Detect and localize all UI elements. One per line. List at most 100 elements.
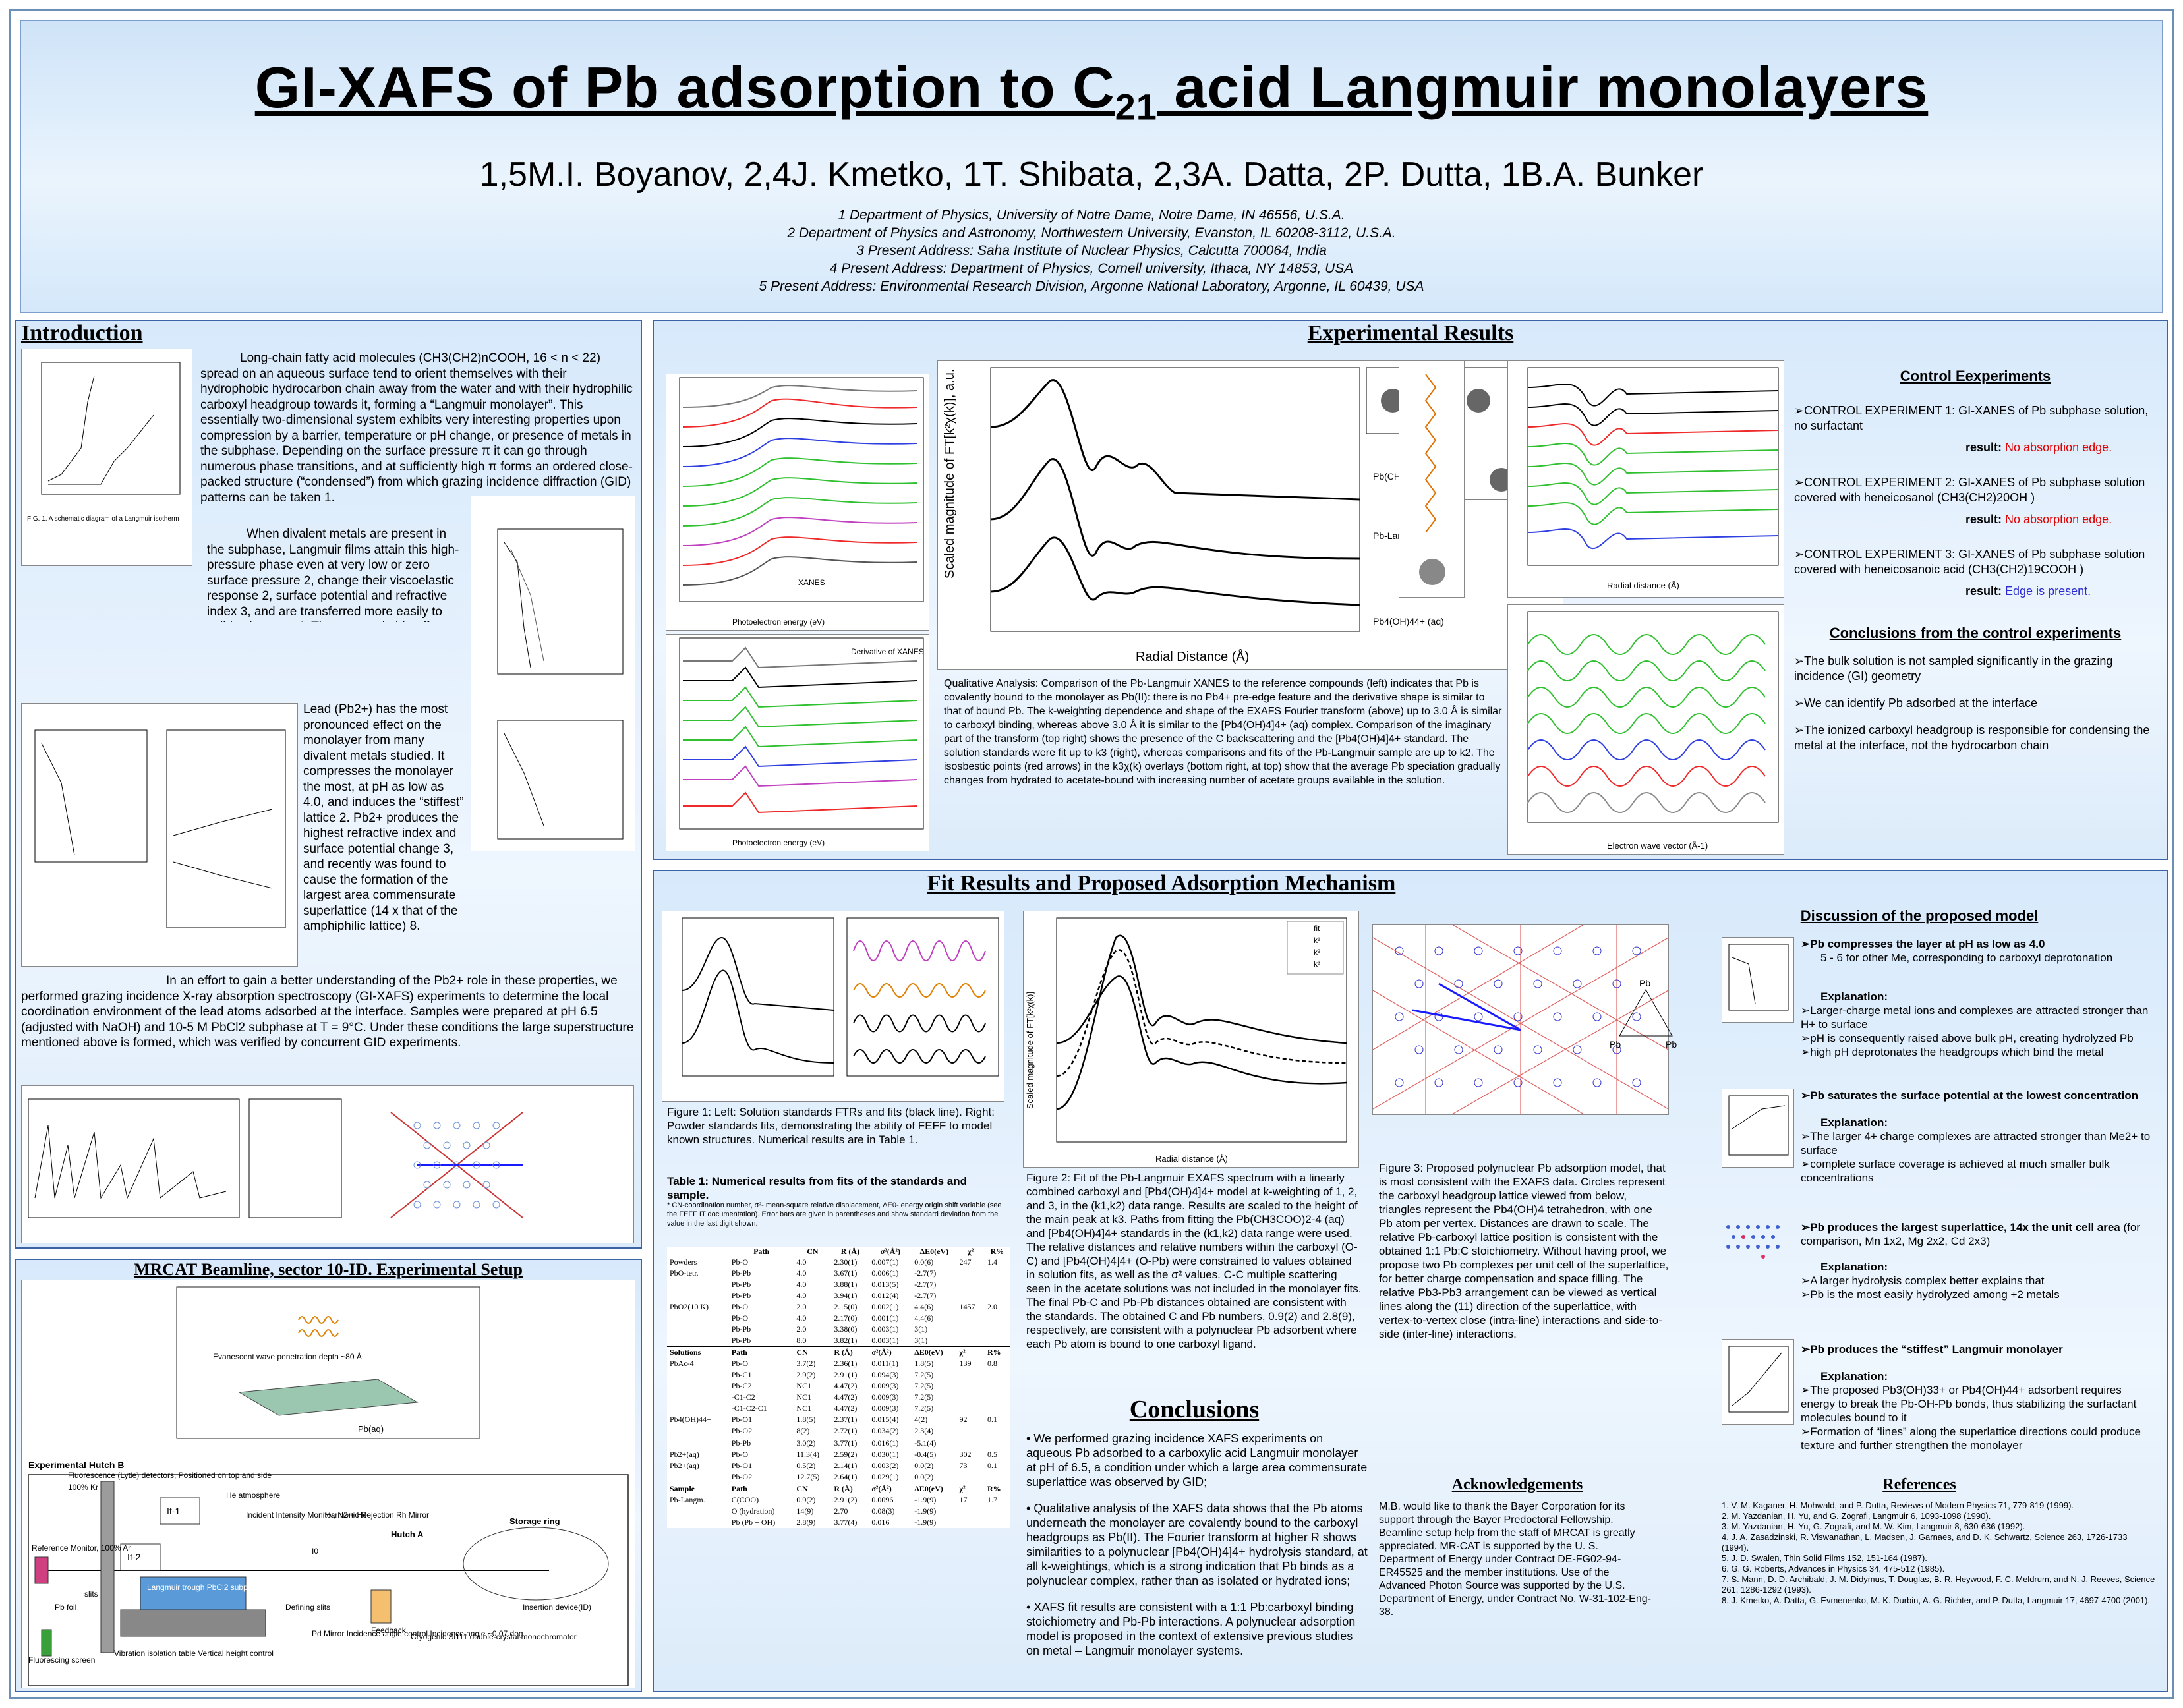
- control-3: ➢CONTROL EXPERIMENT 3: GI-XANES of Pb su…: [1794, 548, 2145, 576]
- discussion-section: Discussion of the proposed model: [1682, 907, 2157, 931]
- control-experiments: Control Eexperiments ➢CONTROL EXPERIMENT…: [1794, 368, 2157, 765]
- table-row: PbO-tetr. Pb-Pb 4.0 3.67(1) 0.006(1) -2.7(7): [670, 1268, 937, 1278]
- discussion-thumb-2: [1722, 1089, 1794, 1168]
- discussion-block-3: ➢Pb produces the largest superlattice, 1…: [1801, 1221, 2140, 1301]
- reference-item: 8. J. Kmetko, A. Datta, G. Evmenenko, M.…: [1722, 1595, 2151, 1605]
- svg-text:Pb: Pb: [1666, 1039, 1677, 1050]
- pb-oh-tetrahedron: Pb Pb Pb: [1606, 977, 1685, 1056]
- svg-text:Pb foil: Pb foil: [55, 1603, 76, 1612]
- discussion-block-1: ➢Pb compresses the layer at pH as low as…: [1801, 938, 2113, 964]
- mrcat-panel: MRCAT Beamline, sector 10-ID. Experiment…: [15, 1259, 642, 1692]
- svg-text:Cryogenic Si111 double-crystal: Cryogenic Si111 double-crystal monochrom…: [411, 1632, 577, 1641]
- svg-text:Scaled magnitude of FT[k²χ(k)]: Scaled magnitude of FT[k²χ(k)], a.u.: [943, 369, 957, 579]
- svg-text:If-1: If-1: [167, 1506, 180, 1516]
- discussion-thumb-3: [1722, 1220, 1794, 1280]
- svg-text:If-2: If-2: [127, 1552, 140, 1562]
- reference-item: 4. J. A. Zasadzinski, R. Viswanathan, L.…: [1722, 1532, 2128, 1552]
- fig3-adsorption-model: [1372, 924, 1669, 1115]
- table-row: Pb2+(aq) Pb-O 11.3(4) 2.59(2) 0.030(1) -0.4(5…: [670, 1450, 997, 1459]
- table-row: Pb-Pb 2.0 3.38(0) 0.003(1) 3(1): [731, 1324, 928, 1334]
- table1-caption: Table 1: Numerical results from fits of …: [667, 1175, 968, 1201]
- qualitative-analysis-text: Qualitative Analysis: Comparison of the …: [944, 678, 1502, 786]
- svg-text:Radial distance (Å): Radial distance (Å): [1607, 581, 1679, 590]
- svg-text:Scaled magnitude of FT[k²χ(k)]: Scaled magnitude of FT[k²χ(k)]: [1025, 992, 1035, 1109]
- svg-text:Radial distance (Å): Radial distance (Å): [1155, 1154, 1228, 1164]
- table-row: -C1-C2 NC1 4.47(2) 0.009(3) 7.2(5): [731, 1392, 934, 1402]
- table-row: Pb-Langm. C(COO) 0.9(2) 2.91(2) 0.0096 -1.9(9…: [670, 1495, 997, 1504]
- table-row: Pb2+(aq) Pb-O1 0.5(2) 2.14(1) 0.003(2) 0.0(2)…: [670, 1461, 997, 1470]
- svg-text:Storage ring: Storage ring: [509, 1516, 560, 1526]
- conclusion-3: • XAFS fit results are consistent with a…: [1026, 1601, 1356, 1657]
- reference-item: 5. J. D. Swalen, Thin Solid Films 152, 1…: [1722, 1553, 1927, 1563]
- fig2-fit-chart: fit k¹ k² k³ Radial distance (Å) Scaled …: [1023, 911, 1359, 1168]
- svg-text:Fluorescence (Lytle) detectors: Fluorescence (Lytle) detectors, Position…: [68, 1471, 272, 1480]
- conclusions-heading: Conclusions: [1129, 1396, 1260, 1423]
- discussion-expl-1: Explanation: ➢Larger-charge metal ions a…: [1801, 990, 2149, 1058]
- references-heading: References: [1882, 1476, 1956, 1493]
- svg-text:Derivative of XANES: Derivative of XANES: [851, 647, 924, 656]
- svg-text:Evanescent wave penetration de: Evanescent wave penetration depth ~80 Å: [213, 1352, 362, 1361]
- imaginary-ft-chart: Radial distance (Å): [1507, 360, 1784, 598]
- affiliations: 1 Department of Physics, University of N…: [759, 207, 1424, 294]
- intro-paragraph-3: Lead (Pb2+) has the most pronounced effe…: [303, 702, 464, 933]
- conclusion-1: • We performed grazing incidence XAFS ex…: [1026, 1432, 1368, 1489]
- discussion-block-2: ➢Pb saturates the surface potential at t…: [1801, 1089, 2151, 1184]
- xanes-chart: XANES Photoelectron energy (eV): [666, 374, 929, 631]
- fit-results-table: Path CN R (Å) σ²(Å²) ΔE0(eV) χ² R% Powders Pb-O…: [667, 1247, 1010, 1528]
- introduction-heading: Introduction: [21, 321, 143, 345]
- conclusion-2: • Qualitative analysis of the XAFS data …: [1026, 1502, 1368, 1587]
- svg-text:k³: k³: [1314, 959, 1320, 969]
- svg-text:Vibration isolation table Vert: Vibration isolation table Vertical heigh…: [114, 1649, 274, 1658]
- svg-text:Incident Intensity Monitor, N2: Incident Intensity Monitor, N2 + He: [246, 1510, 367, 1520]
- reference-item: 6. G. G. Roberts, Advances in Physics 34…: [1722, 1564, 1945, 1574]
- svg-text:Defining slits: Defining slits: [285, 1603, 330, 1612]
- results-heading: Experimental Results: [1307, 321, 1514, 345]
- svg-text:Experimental Hutch B: Experimental Hutch B: [28, 1460, 124, 1470]
- svg-text:Insertion device(ID): Insertion device(ID): [523, 1603, 591, 1612]
- svg-text:Electron wave vector (Å-1): Electron wave vector (Å-1): [1607, 841, 1708, 851]
- reference-item: 7. S. Mann, D. D. Archibald, J. M. Didym…: [1722, 1574, 2155, 1595]
- svg-text:Langmuir trough PbCl2 subphase: Langmuir trough PbCl2 subphase: [147, 1583, 265, 1592]
- poster-title: GI-XAFS of Pb adsorption to C21 acid Lan…: [254, 55, 1929, 128]
- svg-text:Feedback: Feedback: [371, 1626, 407, 1635]
- control-conclusion-1: ➢The bulk solution is not sampled signif…: [1794, 654, 2113, 683]
- fig1-solution-fits: [662, 911, 1004, 1102]
- experimental-setup-diagram: Evanescent wave penetration depth ~80 Å …: [21, 1280, 635, 1688]
- kspace-chart: Electron wave vector (Å-1): [1507, 604, 1784, 855]
- svg-text:Pd Mirror Incidence angle cont: Pd Mirror Incidence angle control Incide…: [312, 1629, 523, 1638]
- authors: 1,5M.I. Boyanov, 2,4J. Kmetko, 1T. Shiba…: [479, 155, 1704, 194]
- svg-text:Pb4(OH)44+ (aq): Pb4(OH)44+ (aq): [1373, 616, 1444, 627]
- control-conclusion-3: ➢The ionized carboxyl headgroup is respo…: [1794, 724, 2150, 752]
- control-conclusion-2: ➢We can identify Pb adsorbed at the inte…: [1794, 697, 2037, 710]
- svg-text:Pb(aq): Pb(aq): [358, 1424, 384, 1434]
- svg-text:Hutch A: Hutch A: [391, 1529, 424, 1539]
- svg-text:Harmonic Rejection Rh Mirror: Harmonic Rejection Rh Mirror: [325, 1510, 429, 1520]
- lead-effect-figure: [21, 703, 298, 967]
- table-row: Pb-Pb 3.0(2) 3.77(1) 0.016(1) -5.1(4): [731, 1438, 937, 1448]
- discussion-thumb-4: [1722, 1339, 1794, 1425]
- control-2: ➢CONTROL EXPERIMENT 2: GI-XANES of Pb su…: [1794, 476, 2145, 504]
- table-row: Pb-O2 12.7(5) 2.64(1) 0.029(1) 0.0(2): [731, 1472, 934, 1481]
- table-row: Powders Pb-O 4.0 2.30(1) 0.007(1) 0.0(6) 247 1.…: [670, 1257, 997, 1267]
- discussion-heading: Discussion of the proposed model: [1800, 907, 2039, 924]
- acknowledgements-heading: Acknowledgements: [1451, 1476, 1583, 1493]
- divalent-metal-figure: [471, 496, 635, 851]
- gid-pattern-figure: [21, 1085, 634, 1243]
- introduction-panel: Introduction FIG. 1. A schematic diagram…: [15, 320, 642, 1249]
- reference-item: 1. V. M. Kaganer, H. Mohwald, and P. Dut…: [1722, 1500, 2074, 1510]
- reference-item: 3. M. Yazdanian, H. Yu, G. Zografi, and …: [1722, 1522, 2025, 1531]
- fig2-caption: Figure 2: Fit of the Pb-Langmuir EXAFS s…: [1026, 1172, 1362, 1350]
- table-row: Sample Path CN R (Å) σ²(Å²) ΔE0(eV) χ² R%: [667, 1483, 1010, 1495]
- discussion-thumb-1: [1722, 937, 1794, 1023]
- table-row: Pb-Pb 8.0 3.82(1) 0.003(1) 3(1): [731, 1336, 928, 1345]
- svg-text:XANES: XANES: [798, 578, 825, 587]
- svg-text:He atmosphere: He atmosphere: [226, 1491, 280, 1500]
- table-row: Pb-O2 8(2) 2.72(1) 0.034(2) 2.3(4): [731, 1426, 934, 1435]
- table-row: PbO2(10 K) Pb-O 2.0 2.15(0) 0.002(1) 4.4(6) 14…: [670, 1302, 997, 1311]
- conclusions-list: • We performed grazing incidence XAFS ex…: [1026, 1431, 1369, 1670]
- control-1: ➢CONTROL EXPERIMENT 1: GI-XANES of Pb su…: [1794, 404, 2149, 432]
- table-row: Pb4(OH)44+ Pb-O1 1.8(5) 2.37(1) 0.015(4) 4(2)…: [670, 1415, 997, 1424]
- control-conclusions-heading: Conclusions from the control experiments: [1829, 625, 2122, 641]
- references-list: 1. V. M. Kaganer, H. Mohwald, and P. Dut…: [1722, 1500, 2157, 1606]
- results-panel: Experimental Results XANES Photoelectron…: [653, 320, 2168, 860]
